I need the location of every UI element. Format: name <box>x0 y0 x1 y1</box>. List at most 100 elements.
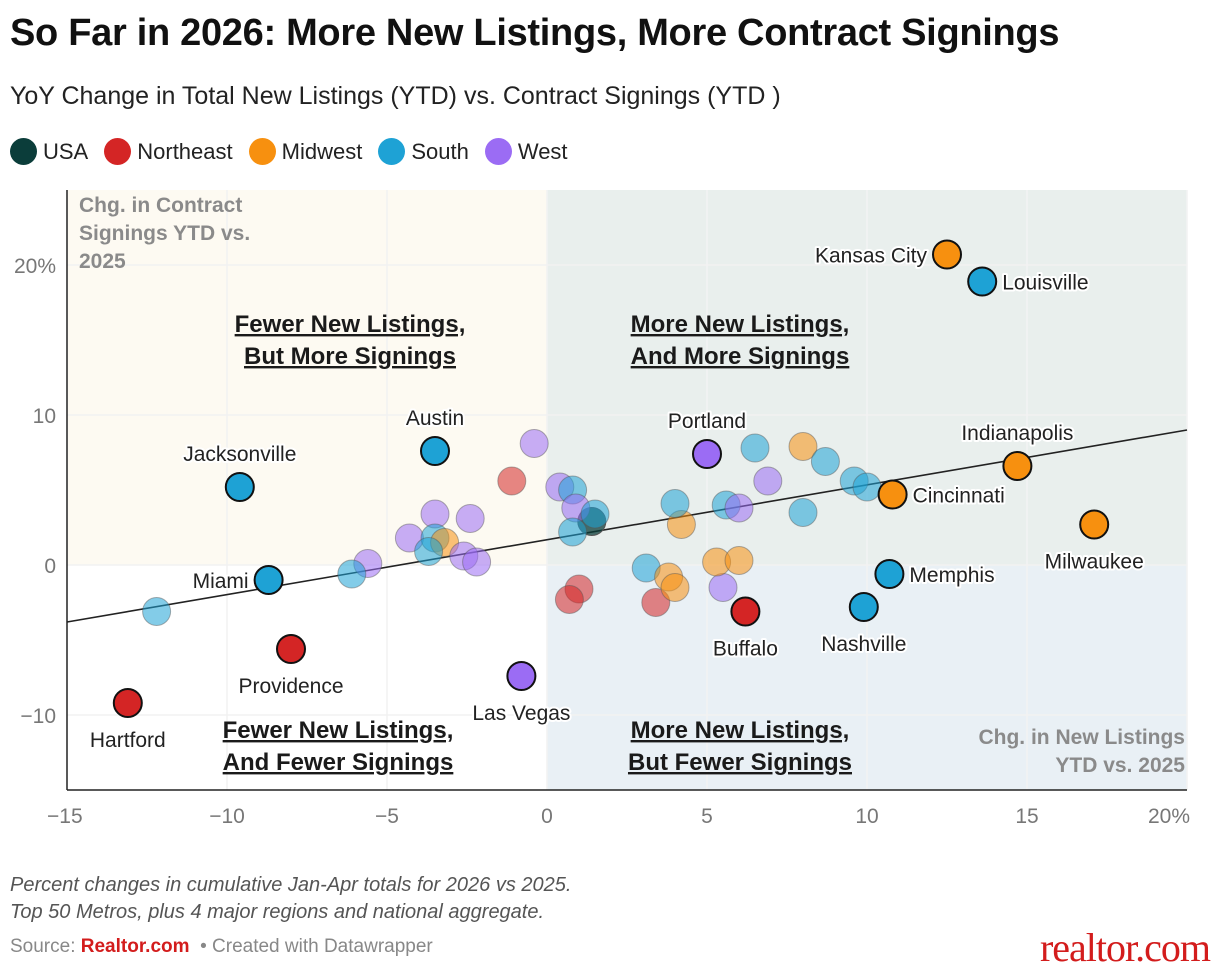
point-label-indianapolis: Indianapolis <box>961 422 1073 445</box>
x-tick-label: 20% <box>1148 805 1190 828</box>
point-west <box>519 429 549 458</box>
point-label-cincinnati: Cincinnati <box>913 485 1005 508</box>
legend-item-west: West <box>484 138 568 165</box>
quadrant-label-top-left: But More Signings <box>244 343 456 370</box>
legend-label-west: West <box>517 138 568 164</box>
point-midwest <box>724 546 754 575</box>
source-line: Source: Realtor.com • Created with Dataw… <box>10 936 433 958</box>
quadrant-label-top-right: And More Signings <box>631 343 850 370</box>
chart-notes: Percent changes in cumulative Jan-Apr to… <box>10 872 571 926</box>
y-tick-label: −10 <box>20 705 56 728</box>
legend-item-usa: USA <box>10 138 88 165</box>
point-label-memphis: Memphis <box>909 564 994 587</box>
point-south <box>337 559 367 589</box>
y-tick-label: 0 <box>44 555 56 578</box>
point-label-nashville: Nashville <box>821 633 906 656</box>
point-label-las-vegas: Las Vegas <box>472 702 570 725</box>
legend: USA Northeast Midwest South West <box>10 138 584 165</box>
point-west <box>724 493 754 523</box>
x-axis-title-line: Chg. in New Listings <box>978 726 1185 749</box>
point-milwaukee <box>1079 509 1110 540</box>
point-west <box>753 466 783 496</box>
legend-swatch-south <box>378 138 406 165</box>
point-south <box>660 489 690 518</box>
legend-item-northeast: Northeast <box>104 138 233 165</box>
point-south <box>852 472 882 502</box>
point-northeast <box>554 585 584 614</box>
point-label-portland: Portland <box>668 410 746 433</box>
point-louisville <box>967 266 998 297</box>
point-austin <box>420 436 450 466</box>
point-buffalo <box>730 596 761 627</box>
quadrant-label-bottom-left: Fewer New Listings, <box>223 717 454 744</box>
legend-label-usa: USA <box>43 138 89 164</box>
x-axis-title-line: YTD vs. 2025 <box>1055 754 1185 777</box>
quadrant-label-bottom-right: But Fewer Signings <box>628 749 852 776</box>
point-portland <box>692 439 722 469</box>
point-south <box>740 433 770 463</box>
point-midwest <box>660 573 690 602</box>
y-axis-title-line: Signings YTD vs. <box>79 222 250 245</box>
point-west <box>708 573 738 602</box>
point-label-austin: Austin <box>406 407 464 430</box>
legend-swatch-usa <box>10 138 37 165</box>
y-axis-title-line: 2025 <box>79 250 126 273</box>
point-midwest <box>788 432 818 461</box>
x-tick-label: 15 <box>1015 805 1038 828</box>
legend-item-midwest: Midwest <box>248 138 363 165</box>
point-kansas-city <box>932 239 962 270</box>
point-northeast <box>497 466 527 496</box>
point-south <box>788 498 818 527</box>
point-label-buffalo: Buffalo <box>713 638 778 661</box>
point-west <box>462 547 492 577</box>
legend-swatch-northeast <box>104 138 132 165</box>
note-line-1: Percent changes in cumulative Jan-Apr to… <box>10 874 572 896</box>
source-prefix: Source: <box>10 936 81 957</box>
x-tick-label: −5 <box>375 805 399 828</box>
quadrant-label-bottom-right: More New Listings, <box>631 717 850 744</box>
point-west <box>455 504 485 533</box>
source-credit: • Created with Datawrapper <box>200 936 433 957</box>
x-tick-label: −15 <box>47 805 83 828</box>
point-label-jacksonville: Jacksonville <box>183 443 296 466</box>
point-northeast <box>641 588 671 617</box>
point-label-kansas-city: Kansas City <box>815 245 928 268</box>
x-tick-label: 10 <box>855 805 878 828</box>
chart-title: So Far in 2026: More New Listings, More … <box>10 12 1060 54</box>
realtor-logo: realtor.com <box>1039 925 1211 970</box>
point-label-hartford: Hartford <box>90 729 166 752</box>
legend-label-midwest: Midwest <box>281 138 363 164</box>
point-miami <box>253 565 284 595</box>
point-hartford <box>112 688 143 718</box>
point-south <box>142 597 172 626</box>
quadrant-label-top-left: Fewer New Listings, <box>235 311 466 338</box>
scatter-chart: −15 −10 −5 0 5 10 15 20% 20% 10 0 −10 Chg. in Contra… <box>14 190 1190 828</box>
x-tick-label: 0 <box>541 805 553 828</box>
point-label-miami: Miami <box>193 570 249 593</box>
point-las-vegas <box>506 661 537 691</box>
point-south <box>810 447 840 476</box>
y-tick-label: 10 <box>33 405 56 428</box>
point-south <box>580 499 610 529</box>
point-providence <box>276 634 306 664</box>
note-line-2: Top 50 Metros, plus 4 major regions and … <box>10 901 545 923</box>
legend-swatch-west <box>484 138 512 165</box>
trend-line <box>66 429 1188 623</box>
point-south <box>558 517 588 547</box>
point-cincinnati <box>877 479 908 510</box>
quadrant-top-left <box>67 190 547 565</box>
point-label-louisville: Louisville <box>1002 272 1088 295</box>
point-nashville <box>848 592 879 622</box>
legend-label-south: South <box>411 138 469 164</box>
x-tick-label: −10 <box>209 805 245 828</box>
point-label-milwaukee: Milwaukee <box>1045 551 1144 574</box>
legend-label-northeast: Northeast <box>137 138 233 164</box>
quadrant-label-top-right: More New Listings, <box>631 311 850 338</box>
point-south <box>414 537 444 566</box>
legend-item-south: South <box>378 138 469 165</box>
point-jacksonville <box>224 472 255 502</box>
chart-subtitle: YoY Change in Total New Listings (YTD) v… <box>10 82 781 110</box>
point-indianapolis <box>1002 451 1033 481</box>
legend-swatch-midwest <box>248 138 276 165</box>
source-link[interactable]: Realtor.com <box>80 936 190 957</box>
